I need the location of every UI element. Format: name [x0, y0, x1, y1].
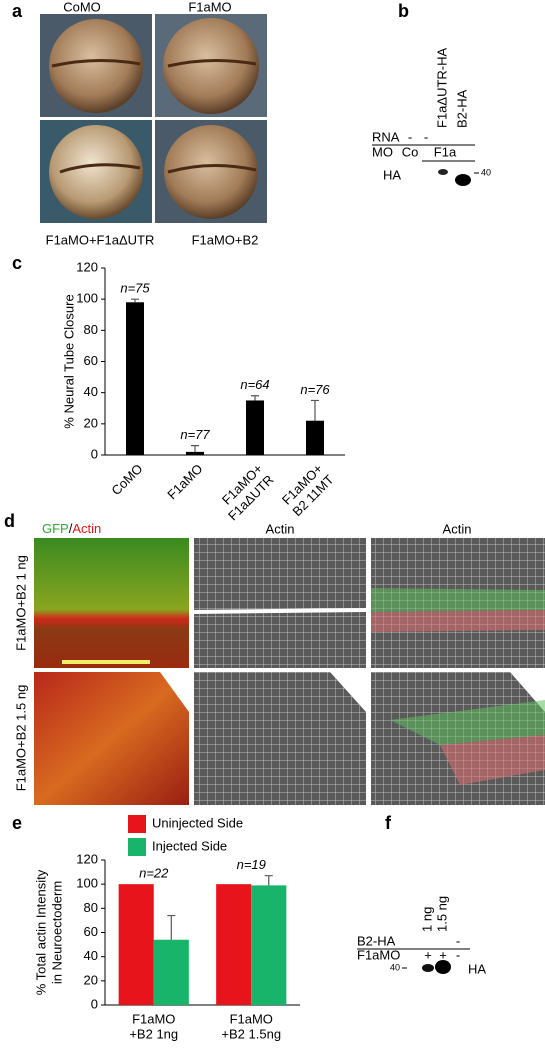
y-tick-label: 40 [84, 948, 98, 963]
bar [126, 302, 144, 455]
row-label: RNA [372, 129, 400, 144]
y-tick-label: 80 [84, 322, 98, 337]
lane-label: B2-HA [454, 89, 469, 128]
row-value: - [456, 947, 460, 962]
bar [251, 885, 287, 1005]
sample-size: n=75 [120, 281, 150, 296]
column-header: Actin [443, 521, 472, 536]
blot [422, 960, 451, 974]
y-tick-label: 60 [84, 353, 98, 368]
bar [216, 884, 252, 1005]
sample-size: n=64 [240, 377, 269, 392]
row-label: MO [372, 144, 393, 159]
bar [246, 400, 264, 455]
lane-label: 1.5 ng [434, 896, 449, 932]
y-tick-label: 20 [84, 415, 98, 430]
x-tick-label: +B2 1ng [129, 1026, 178, 1041]
blot [402, 162, 474, 192]
x-tick-label: F1aMO [132, 1011, 175, 1026]
band-label: HA [383, 167, 401, 182]
panel-label: e [12, 813, 22, 833]
legend-label: Injected Side [152, 838, 227, 853]
image-label: F1aMO+F1aΔUTR [46, 232, 155, 247]
image-label: CoMO [63, 0, 101, 14]
bar [306, 420, 324, 455]
marker-label: 40 [390, 962, 400, 972]
panel-label: c [12, 253, 22, 273]
y-tick-label: 60 [84, 924, 98, 939]
y-axis-label: % Total actin Intensity [33, 869, 48, 995]
row-label: B2-HA [357, 933, 396, 948]
bar [118, 884, 154, 1005]
lane-label: 1 ng [419, 907, 434, 932]
y-axis-label: in Neuroectoderm [49, 881, 64, 984]
error-bar [131, 298, 139, 303]
image-label: F1aMO [188, 0, 231, 14]
embryo-images [40, 14, 267, 223]
error-bar [311, 399, 319, 421]
lane-label: F1aΔUTR-HA [434, 47, 449, 128]
row-value: - [456, 933, 460, 948]
panel-label: f [385, 813, 392, 833]
error-bar [251, 395, 259, 401]
y-tick-label: 20 [84, 972, 98, 987]
error-bar [191, 445, 199, 452]
panel-label: a [12, 1, 23, 21]
y-axis-label: % Neural Tube Closure [61, 294, 76, 428]
y-tick-label: 0 [91, 996, 98, 1011]
sample-size: n=77 [180, 427, 210, 442]
row-label: F1aMO+B2 1.5 ng [13, 685, 28, 792]
bar [153, 939, 189, 1005]
sample-size: n=22 [139, 866, 169, 881]
x-tick-label: F1aMO [230, 1011, 273, 1026]
y-tick-label: 100 [76, 291, 98, 306]
image-label: F1aMO+B2 [192, 232, 259, 247]
y-tick-label: 120 [76, 851, 98, 866]
row-label: F1aMO [357, 947, 400, 962]
sample-size: n=76 [300, 382, 330, 397]
band-label: HA [468, 961, 486, 976]
header-part: GFP [42, 521, 69, 536]
x-tick-label: F1aMO [164, 461, 205, 502]
x-tick-label: CoMO [108, 461, 145, 498]
panel-label: b [398, 1, 409, 21]
y-tick-label: 0 [91, 446, 98, 461]
legend-swatch [128, 838, 146, 856]
panel-label: d [4, 511, 15, 531]
y-tick-label: 40 [84, 384, 98, 399]
header-part: / [69, 521, 73, 536]
row-value: Co [402, 144, 419, 159]
error-bar [264, 875, 273, 886]
row-label: F1aMO+B2 1 ng [13, 555, 28, 651]
sample-size: n=19 [237, 857, 266, 872]
column-header: Actin [266, 521, 295, 536]
y-tick-label: 120 [76, 259, 98, 274]
header-part: Actin [72, 521, 101, 536]
bar [186, 451, 204, 455]
error-bar [167, 914, 176, 940]
x-tick-label: +B2 1.5ng [221, 1026, 281, 1041]
row-value: + [439, 947, 447, 962]
row-value: - [408, 129, 412, 144]
column-header: GFP/Actin [42, 521, 101, 536]
y-tick-label: 100 [76, 876, 98, 891]
row-value: F1a [434, 144, 457, 159]
legend-swatch [128, 815, 146, 833]
row-value: + [424, 947, 432, 962]
micrograph-images [34, 538, 545, 805]
legend-label: Uninjected Side [152, 815, 243, 830]
y-tick-label: 80 [84, 900, 98, 915]
row-value: - [424, 129, 428, 144]
marker-label: 40 [481, 167, 491, 177]
